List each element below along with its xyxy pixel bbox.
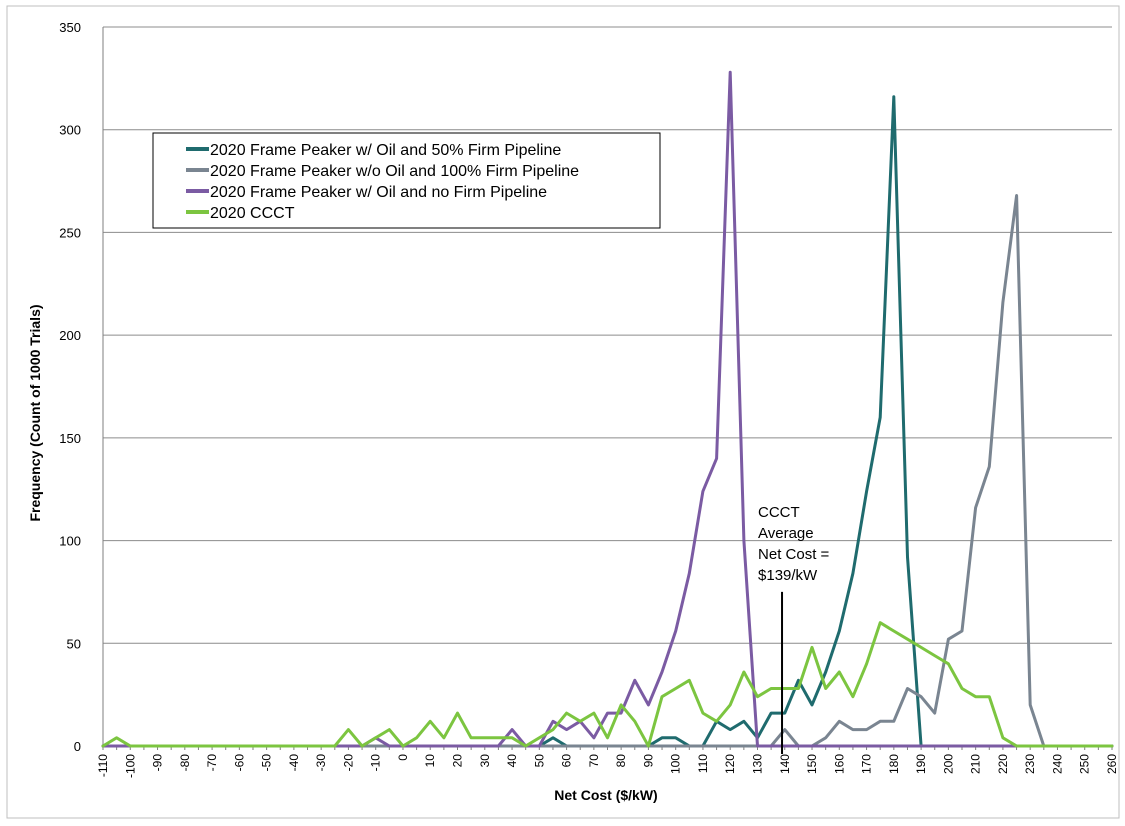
x-axis-label: Net Cost ($/kW) bbox=[554, 787, 657, 803]
annotation-text: Average bbox=[758, 525, 814, 542]
x-tick-label: 260 bbox=[1105, 754, 1119, 774]
legend-box bbox=[152, 132, 661, 229]
y-tick-label: 350 bbox=[59, 20, 81, 35]
gridlines bbox=[103, 26, 1112, 644]
x-tick-label: 90 bbox=[641, 754, 655, 768]
x-tick-label: -20 bbox=[341, 754, 355, 772]
x-tick-label: 150 bbox=[805, 754, 819, 774]
x-tick-label: 20 bbox=[451, 754, 465, 768]
y-tick-label: 50 bbox=[67, 636, 81, 651]
legend-entry: 2020 Frame Peaker w/o Oil and 100% Firm … bbox=[210, 163, 579, 180]
x-tick-label: 120 bbox=[723, 754, 737, 774]
legend: 2020 Frame Peaker w/ Oil and 50% Firm Pi… bbox=[152, 132, 661, 229]
x-tick-label: 160 bbox=[832, 754, 846, 774]
x-tick-label: 210 bbox=[969, 754, 983, 774]
x-tick-label: 30 bbox=[478, 754, 492, 768]
x-tick-label: 100 bbox=[669, 754, 683, 774]
x-tick-label: 180 bbox=[887, 754, 901, 774]
x-tick-label: 190 bbox=[914, 754, 928, 774]
annotation-text: CCCT bbox=[758, 504, 800, 521]
x-tick-label: 80 bbox=[614, 754, 628, 768]
x-tick-label: 140 bbox=[778, 754, 792, 774]
annotation-text: Net Cost = bbox=[758, 546, 830, 563]
x-tick-label: 250 bbox=[1078, 754, 1092, 774]
x-tick-label: 70 bbox=[587, 754, 601, 768]
x-tick-label: 60 bbox=[560, 754, 574, 768]
annotations: CCCT Average Net Cost = $139/kW bbox=[758, 504, 830, 754]
x-tick-label: 170 bbox=[860, 754, 874, 774]
y-tick-label: 300 bbox=[59, 123, 81, 138]
annotation-text: $139/kW bbox=[758, 567, 818, 584]
x-tick-label: -40 bbox=[287, 754, 301, 772]
x-tick-label: -60 bbox=[232, 754, 246, 772]
series-line-4 bbox=[101, 621, 1114, 748]
x-tick-label: 230 bbox=[1023, 754, 1037, 774]
x-tick-label: -100 bbox=[123, 754, 137, 778]
y-axis-label: Frequency (Count of 1000 Trials) bbox=[27, 304, 43, 521]
x-tick-label: -70 bbox=[205, 754, 219, 772]
x-tick-label: 0 bbox=[396, 754, 410, 761]
x-tick-label: -10 bbox=[369, 754, 383, 772]
x-tick-label: -110 bbox=[96, 754, 110, 777]
legend-entry: 2020 Frame Peaker w/ Oil and no Firm Pip… bbox=[210, 184, 547, 201]
x-tick-label: 130 bbox=[750, 754, 764, 774]
legend-entry: 2020 CCCT bbox=[210, 205, 295, 222]
y-tick-label: 150 bbox=[59, 431, 81, 446]
x-tick-label: 240 bbox=[1050, 754, 1064, 774]
x-tick-label: -90 bbox=[151, 754, 165, 772]
x-tick-label: 50 bbox=[532, 754, 546, 768]
x-tick-label: -80 bbox=[178, 754, 192, 772]
x-tick-label: -50 bbox=[260, 754, 274, 772]
x-tick-label: 220 bbox=[996, 754, 1010, 774]
chart-frame bbox=[6, 5, 1120, 819]
y-tick-label: 250 bbox=[59, 225, 81, 240]
x-tick-label: 110 bbox=[696, 754, 710, 773]
series-lines bbox=[101, 70, 1114, 748]
y-tick-label: 100 bbox=[59, 534, 81, 549]
x-tick-label: -30 bbox=[314, 754, 328, 772]
x-tick-label: 10 bbox=[423, 754, 437, 768]
legend-entry: 2020 Frame Peaker w/ Oil and 50% Firm Pi… bbox=[210, 142, 561, 159]
x-tick-label: 200 bbox=[941, 754, 955, 774]
y-tick-label: 200 bbox=[59, 328, 81, 343]
x-tick-label: 40 bbox=[505, 754, 519, 768]
y-tick-label: 0 bbox=[74, 739, 81, 754]
